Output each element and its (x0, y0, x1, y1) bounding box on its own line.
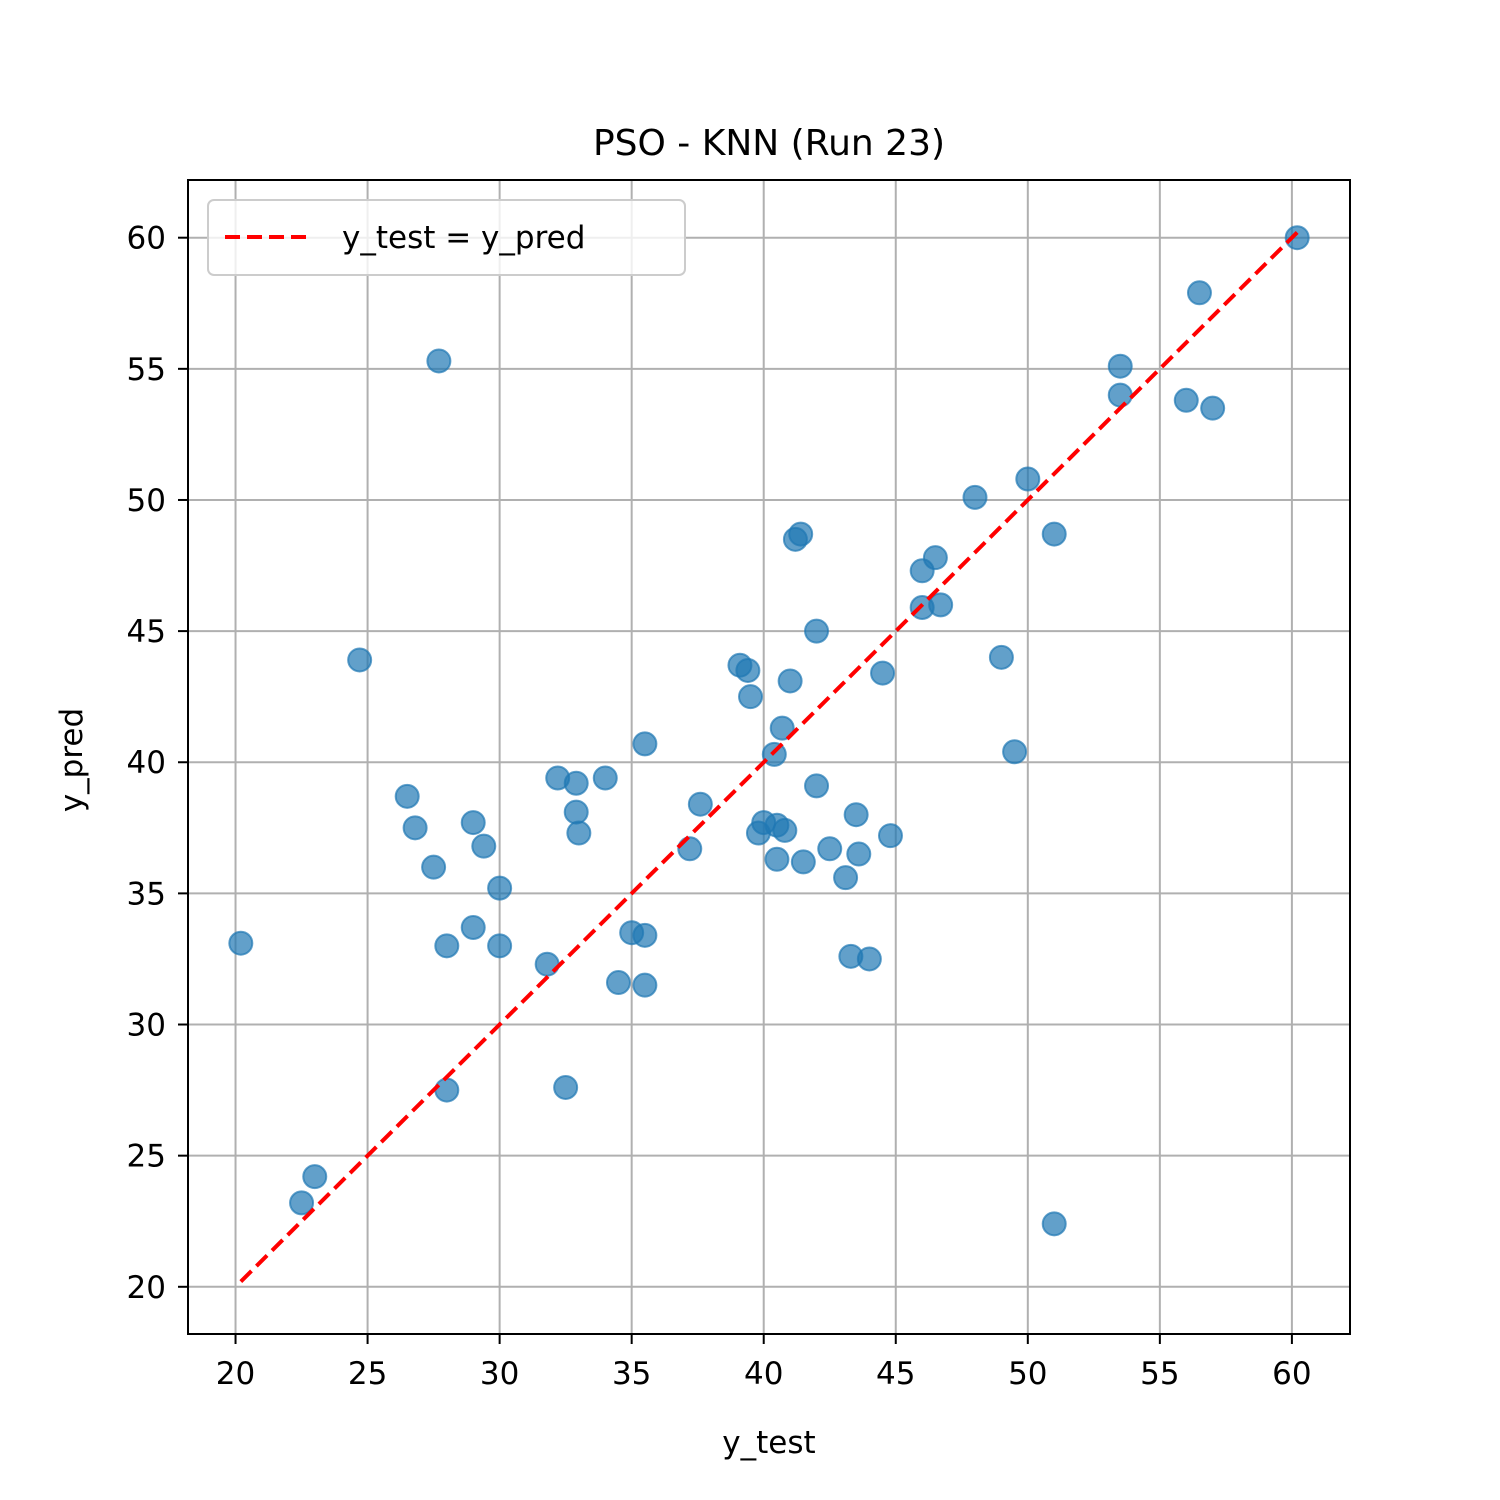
data-point (846, 841, 872, 867)
x-tick-label: 20 (216, 1356, 255, 1392)
x-tick-label: 40 (744, 1356, 783, 1392)
x-axis-label: y_test (722, 1425, 815, 1461)
data-point (1107, 353, 1133, 379)
data-point (877, 823, 903, 849)
data-point (1041, 1211, 1067, 1237)
data-point (605, 970, 631, 996)
data-point (777, 668, 803, 694)
data-point (347, 647, 373, 673)
data-point (677, 836, 703, 862)
data-point (563, 799, 589, 825)
data-point (843, 802, 869, 828)
data-point (769, 715, 795, 741)
data-point (460, 810, 486, 836)
data-point (471, 833, 497, 859)
data-point (1284, 225, 1310, 251)
y-tick-label: 30 (127, 1008, 166, 1044)
x-axis-ticks: 20 25 30 35 40 45 50 55 60 (216, 1334, 1312, 1392)
data-point (833, 865, 859, 891)
data-point (487, 875, 513, 901)
reference-line-group (239, 231, 1299, 1283)
legend-box (207, 199, 686, 276)
data-point (764, 846, 790, 872)
data-point (922, 545, 948, 571)
data-point (632, 922, 658, 948)
data-point (632, 731, 658, 757)
y-tick-label: 60 (127, 221, 166, 257)
y-axis-label: y_pred (54, 708, 90, 812)
data-point (434, 1077, 460, 1103)
data-point (928, 592, 954, 618)
x-tick-label: 25 (348, 1356, 387, 1392)
y-tick-label: 50 (127, 483, 166, 519)
legend: y_test = y_pred (207, 199, 686, 276)
data-point (772, 817, 798, 843)
y-axis-ticks: 20 25 30 35 40 45 50 55 60 (127, 221, 188, 1306)
data-point (553, 1074, 579, 1100)
data-point (1200, 395, 1226, 421)
data-point (1186, 280, 1212, 306)
x-tick-label: 55 (1140, 1356, 1179, 1392)
legend-label: y_test = y_pred (342, 220, 585, 256)
chart-title: PSO - KNN (Run 23) (593, 123, 945, 164)
y-tick-label: 20 (127, 1270, 166, 1306)
data-point (460, 914, 486, 940)
y-tick-label: 45 (127, 614, 166, 650)
y-tick-label: 25 (127, 1139, 166, 1175)
data-point (735, 657, 761, 683)
data-point (563, 770, 589, 796)
x-tick-label: 60 (1272, 1356, 1311, 1392)
data-point (1107, 382, 1133, 408)
data-point (1041, 521, 1067, 547)
plot-frame (187, 179, 1351, 1335)
data-point (790, 849, 816, 875)
data-point (632, 972, 658, 998)
data-point (804, 618, 830, 644)
data-point (738, 684, 764, 710)
data-point (804, 773, 830, 799)
data-point (302, 1164, 328, 1190)
data-point (592, 765, 618, 791)
data-point (817, 836, 843, 862)
y-tick-label: 40 (127, 745, 166, 781)
reference-line (239, 231, 1299, 1283)
data-point (487, 933, 513, 959)
data-point (1002, 739, 1028, 765)
x-tick-label: 35 (612, 1356, 651, 1392)
data-point (962, 484, 988, 510)
data-point (788, 521, 814, 547)
data-point (402, 815, 428, 841)
y-tick-label: 35 (127, 876, 166, 912)
data-point (1015, 466, 1041, 492)
data-point (289, 1190, 315, 1216)
x-tick-label: 30 (480, 1356, 519, 1392)
x-tick-label: 45 (876, 1356, 915, 1392)
data-point (1173, 387, 1199, 413)
data-point (394, 783, 420, 809)
data-point (687, 791, 713, 817)
x-tick-label: 50 (1008, 1356, 1047, 1392)
data-point (566, 820, 592, 846)
data-point (426, 348, 452, 374)
data-point (434, 933, 460, 959)
data-point (988, 644, 1014, 670)
data-point (856, 946, 882, 972)
data-point (421, 854, 447, 880)
y-tick-label: 55 (127, 352, 166, 388)
data-point (870, 660, 896, 686)
data-point (534, 951, 560, 977)
data-point (228, 930, 254, 956)
